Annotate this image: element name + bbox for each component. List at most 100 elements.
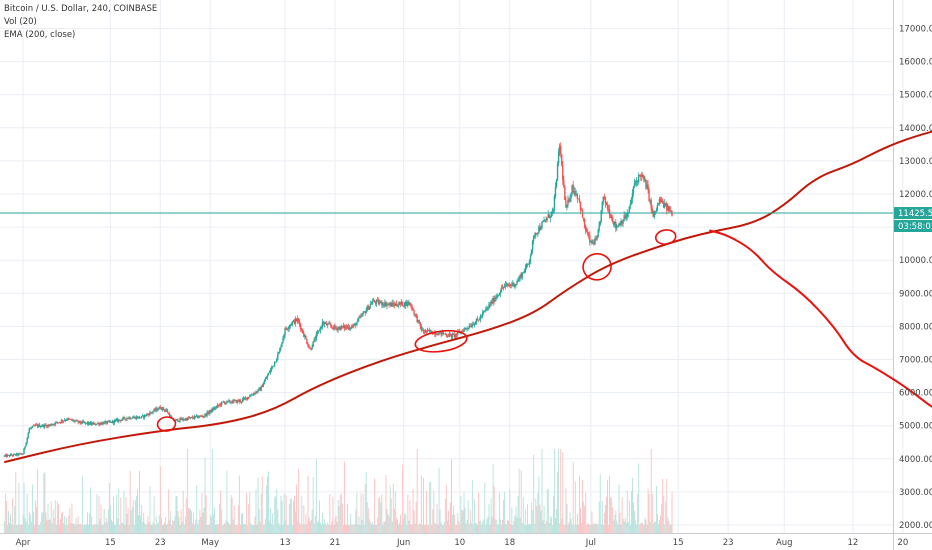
volume-bar: [105, 517, 107, 533]
candle-up: [441, 331, 443, 335]
projection-down-line[interactable]: [709, 229, 932, 415]
candle-down: [314, 338, 316, 340]
symbol-title[interactable]: Bitcoin / U.S. Dollar, 240, COINBASE: [4, 4, 158, 14]
candle-up: [616, 226, 618, 229]
volume-bar: [87, 512, 88, 533]
volume-bar: [403, 518, 405, 533]
volume-bar: [163, 524, 164, 533]
volume-bar: [3, 521, 5, 533]
candle-up: [280, 346, 282, 348]
candle-up: [398, 302, 401, 306]
volume-bar: [79, 523, 81, 533]
candle-up: [317, 330, 320, 333]
candle-up: [641, 174, 643, 177]
annotation-ellipse[interactable]: [156, 416, 177, 432]
candle-up: [164, 410, 167, 412]
volume-bar: [521, 522, 523, 533]
x-tick-label: 15: [105, 538, 116, 548]
volume-bar: [223, 524, 225, 533]
candle-up: [590, 240, 592, 243]
ema-200-line[interactable]: [4, 126, 932, 464]
candle-up: [267, 372, 270, 376]
indicator-ema[interactable]: EMA (200, close): [4, 30, 76, 40]
candle-down: [440, 330, 442, 335]
volume-bar: [333, 524, 335, 533]
candle-down: [159, 406, 161, 409]
candle-down: [506, 284, 509, 286]
candle-up: [486, 307, 488, 310]
candle-down: [615, 222, 617, 229]
candle-up: [67, 418, 69, 420]
volume-bar: [642, 523, 644, 533]
volume-bar: [513, 520, 515, 533]
candle-up: [552, 208, 555, 211]
candle-down: [79, 420, 81, 423]
candle-up: [631, 193, 634, 200]
volume-bar: [130, 510, 132, 533]
candle-down: [642, 174, 644, 177]
candle-up: [471, 324, 473, 327]
candle-up: [78, 420, 80, 423]
candle-up: [262, 384, 264, 388]
x-tick-label: 10: [454, 538, 465, 548]
candle-up: [516, 281, 518, 285]
candle-up: [342, 325, 345, 327]
candle-up: [660, 200, 663, 203]
volume-bar: [454, 514, 456, 533]
annotation-ellipse[interactable]: [581, 252, 612, 282]
volume-bar: [85, 524, 86, 533]
volume-bar: [309, 521, 311, 533]
candle-down: [299, 324, 302, 330]
volume-bar: [510, 524, 512, 533]
volume-bar: [179, 524, 181, 533]
candle-down: [469, 326, 471, 328]
candle-down: [229, 400, 231, 403]
volume-bar: [670, 524, 672, 533]
candle-up: [55, 421, 57, 423]
indicator-volume[interactable]: Vol (20): [4, 17, 37, 27]
candle-up: [165, 410, 168, 411]
volume-bar: [525, 525, 527, 533]
volume-bar: [313, 523, 315, 533]
annotation-ellipse[interactable]: [414, 328, 468, 355]
candle-up: [65, 419, 68, 421]
candle-down: [648, 189, 650, 201]
volume-bar: [218, 524, 220, 533]
candle-up: [478, 319, 481, 321]
volume-bar: [619, 512, 621, 533]
last-price-badge[interactable]: [894, 207, 932, 220]
candle-up: [424, 330, 427, 333]
candle-up: [104, 421, 106, 423]
candle-up: [149, 412, 151, 416]
volume-bar: [335, 515, 337, 533]
candle-down: [245, 397, 248, 400]
candle-up: [203, 416, 205, 418]
candle-up: [236, 400, 238, 403]
volume-bar: [216, 524, 217, 533]
volume-bar: [622, 518, 624, 533]
y-tick-label: 12000.00: [899, 190, 932, 200]
volume-bar: [549, 516, 551, 533]
volume-bar: [353, 524, 355, 533]
candle-down: [86, 422, 89, 425]
volume-bar: [234, 524, 236, 533]
volume-bar: [267, 476, 268, 533]
volume-bar: [274, 497, 276, 533]
annotation-ellipse[interactable]: [654, 229, 677, 246]
candle-down: [447, 336, 450, 337]
candle-up: [521, 272, 523, 278]
candle-up: [324, 322, 327, 324]
candle-down: [329, 323, 331, 325]
candle-up: [275, 361, 277, 363]
candle-up: [271, 366, 274, 368]
candle-down: [564, 186, 566, 200]
volume-bar: [279, 524, 281, 533]
candle-up: [518, 277, 520, 281]
volume-bar: [539, 504, 541, 533]
volume-bar: [180, 509, 182, 533]
volume-bar: [120, 497, 122, 533]
volume-bar: [259, 521, 261, 533]
chart-legend: Bitcoin / U.S. Dollar, 240, COINBASE Vol…: [4, 3, 157, 42]
volume-bar: [246, 492, 248, 533]
